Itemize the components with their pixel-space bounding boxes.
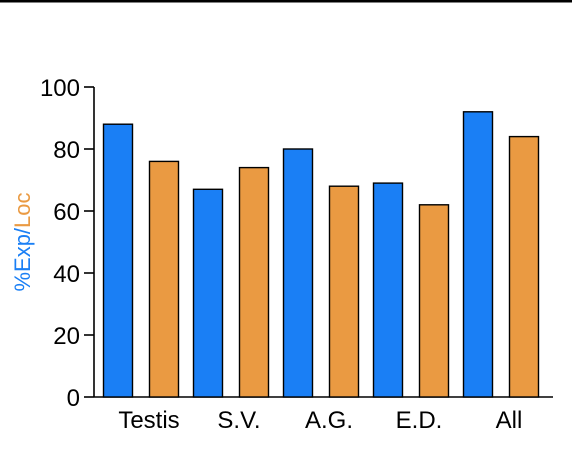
bar-series2-all bbox=[508, 135, 540, 398]
y-tick-label: 60 bbox=[53, 199, 80, 226]
bar-series1-sv bbox=[192, 188, 224, 398]
x-category-label: E.D. bbox=[396, 407, 443, 434]
y-axis-title-loc: Loc bbox=[10, 192, 35, 227]
x-axis-labels: Testis S.V. A.G. E.D. All bbox=[118, 407, 522, 434]
y-tick-label: 100 bbox=[40, 75, 80, 102]
x-category-label: All bbox=[496, 407, 523, 434]
y-axis-title-exp: Exp bbox=[10, 234, 35, 272]
bar-series2-sv bbox=[238, 166, 270, 398]
bar-series1-all bbox=[462, 111, 494, 398]
bar-series2-testis bbox=[148, 160, 180, 398]
x-category-label: S.V. bbox=[217, 407, 260, 434]
bar-series2-ed bbox=[418, 204, 450, 398]
y-tick-label: 20 bbox=[53, 323, 80, 350]
bars bbox=[102, 111, 540, 398]
y-tick-label: 0 bbox=[67, 385, 80, 412]
y-tick-label: 40 bbox=[53, 261, 80, 288]
bar-series1-ag bbox=[282, 148, 314, 398]
y-axis-title-separator: / bbox=[10, 227, 35, 234]
bar-series1-testis bbox=[102, 123, 134, 398]
bar-series1-ed bbox=[372, 182, 404, 398]
y-tick-label: 80 bbox=[53, 137, 80, 164]
x-category-label: Testis bbox=[118, 407, 179, 434]
bar-series2-ag bbox=[328, 185, 360, 398]
y-axis-title: %Exp/Loc bbox=[10, 192, 35, 291]
y-axis-title-prefix: % bbox=[10, 272, 35, 292]
x-category-label: A.G. bbox=[305, 407, 353, 434]
